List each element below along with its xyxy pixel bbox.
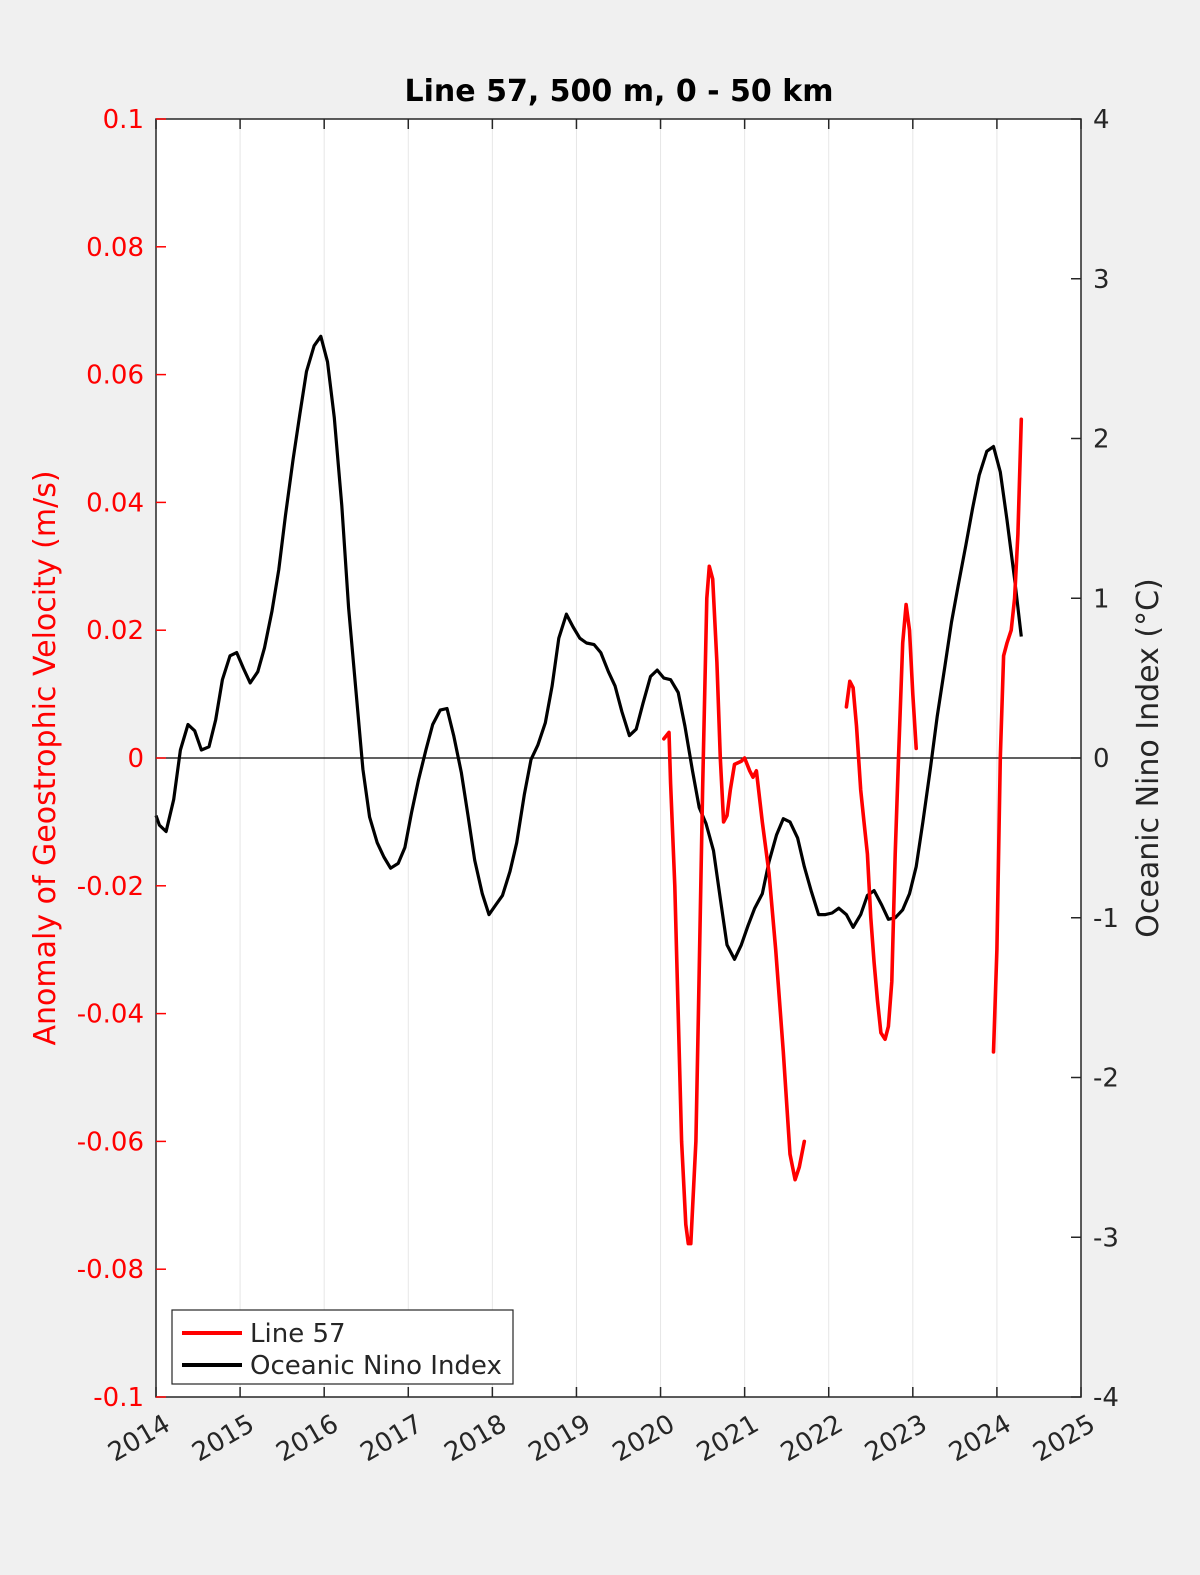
tick-labels: 2014 2015 2016 2017 2018 2019 2020 2021 2022 2023… bbox=[77, 105, 1119, 1468]
y-left-tick-label: -0.04 bbox=[77, 1000, 144, 1030]
y-left-tick-label: -0.06 bbox=[77, 1127, 144, 1157]
legend-box bbox=[171, 1309, 514, 1385]
y-right-tick-label: -2 bbox=[1093, 1064, 1119, 1094]
y-right-tick-label: 2 bbox=[1093, 425, 1110, 455]
legend: Line 57 Oceanic Nino Index bbox=[171, 1309, 514, 1385]
y-left-tick-label: 0.1 bbox=[103, 105, 144, 135]
y-left-tick-label: -0.02 bbox=[77, 872, 144, 902]
y-left-tick-label: 0.06 bbox=[86, 361, 144, 391]
y-left-tick-label: 0.04 bbox=[86, 488, 144, 518]
y-right-tick-label: -4 bbox=[1093, 1383, 1119, 1413]
series-line-line-57-segment-3 bbox=[991, 417, 1024, 1054]
y-right-tick-label: 3 bbox=[1093, 265, 1110, 295]
y-left-tick-label: -0.08 bbox=[77, 1255, 144, 1285]
series-layer bbox=[154, 334, 1024, 1246]
chart-title: Line 57, 500 m, 0 - 50 km bbox=[405, 74, 834, 109]
y-right-tick-label: -3 bbox=[1093, 1223, 1119, 1253]
y-axis-left-title: Anomaly of Geostrophic Velocity (m/s) bbox=[28, 470, 63, 1045]
y-right-tick-label: 0 bbox=[1093, 744, 1110, 774]
legend-label-line-57: Line 57 bbox=[250, 1319, 346, 1349]
y-right-tick-label: 4 bbox=[1093, 105, 1110, 135]
series-line-line-57-segment-1 bbox=[662, 564, 807, 1246]
y-right-tick-label: -1 bbox=[1093, 904, 1119, 934]
y-left-tick-label: -0.1 bbox=[93, 1383, 144, 1413]
series-line-oceanic-nino-index bbox=[154, 334, 1023, 961]
y-axis-right-title: Oceanic Nino Index (°C) bbox=[1131, 578, 1166, 938]
y-left-tick-label: 0 bbox=[127, 744, 144, 774]
tick-marks bbox=[155, 118, 1082, 1398]
y-left-tick-label: 0.02 bbox=[86, 616, 144, 646]
series-line-line-57-segment-2 bbox=[844, 602, 919, 1041]
y-left-tick-label: 0.08 bbox=[86, 233, 144, 263]
legend-label-oni: Oceanic Nino Index bbox=[250, 1351, 502, 1381]
y-right-tick-label: 1 bbox=[1093, 584, 1110, 614]
